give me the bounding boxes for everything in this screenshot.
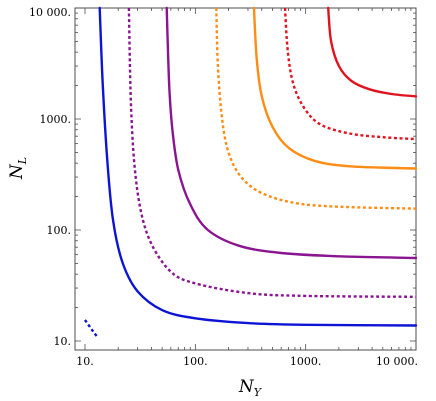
series-layer [84,6,418,339]
series-line-8 [327,6,418,98]
y-tick-label: 10 000. [29,6,71,19]
x-tick-label: 100. [183,355,208,368]
series-line-3 [127,7,417,298]
y-tick-label: 10. [54,335,72,348]
ticks-layer [75,7,417,350]
series-line-1 [98,6,418,327]
series-line-5 [215,7,417,210]
y-tick-label: 100. [47,224,72,237]
series-line-4 [165,6,418,260]
y-tick-label: 1000. [40,113,72,126]
x-tick-label: 1000. [290,355,322,368]
x-tick-label: 10 000. [376,355,418,368]
plot-frame [74,7,417,351]
x-axis-title: NY [238,377,263,399]
series-line-6 [252,6,418,170]
labels-layer: 10. 100. 1000. 10 000. 10. 100. 1000. 10 000. [29,6,418,368]
y-axis-title: NL [7,157,29,180]
series-line-7 [283,7,417,141]
series-line-2 [84,319,99,339]
x-tick-label: 10. [76,355,94,368]
